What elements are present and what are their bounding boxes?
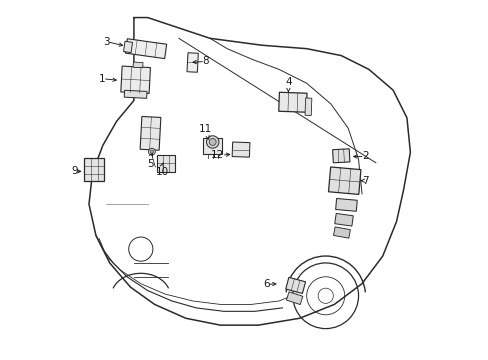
Polygon shape xyxy=(333,227,349,238)
Circle shape xyxy=(148,148,155,155)
Text: 12: 12 xyxy=(211,150,224,160)
Polygon shape xyxy=(286,292,302,305)
Text: 5: 5 xyxy=(147,159,154,169)
Polygon shape xyxy=(123,41,132,53)
Polygon shape xyxy=(186,53,198,72)
Polygon shape xyxy=(84,158,104,181)
Polygon shape xyxy=(140,116,161,150)
Polygon shape xyxy=(232,142,249,157)
Text: 2: 2 xyxy=(361,152,368,162)
Polygon shape xyxy=(285,277,305,293)
Polygon shape xyxy=(203,138,222,154)
Polygon shape xyxy=(278,92,306,112)
Polygon shape xyxy=(133,62,142,68)
Text: 9: 9 xyxy=(71,166,78,176)
Text: 1: 1 xyxy=(99,74,105,84)
Text: 7: 7 xyxy=(361,176,368,186)
Text: 10: 10 xyxy=(155,167,168,177)
Polygon shape xyxy=(328,167,360,194)
Circle shape xyxy=(206,136,219,148)
Polygon shape xyxy=(332,149,349,163)
Polygon shape xyxy=(125,39,166,59)
Polygon shape xyxy=(157,155,174,172)
Text: 8: 8 xyxy=(202,57,208,67)
Polygon shape xyxy=(334,213,353,226)
Polygon shape xyxy=(305,98,311,116)
Text: 3: 3 xyxy=(103,37,109,47)
Text: 6: 6 xyxy=(262,279,269,289)
Polygon shape xyxy=(124,90,147,98)
Circle shape xyxy=(209,139,216,145)
Circle shape xyxy=(150,150,153,153)
Text: 11: 11 xyxy=(199,124,212,134)
Polygon shape xyxy=(121,66,150,94)
Text: 4: 4 xyxy=(285,77,291,87)
Polygon shape xyxy=(335,198,357,211)
